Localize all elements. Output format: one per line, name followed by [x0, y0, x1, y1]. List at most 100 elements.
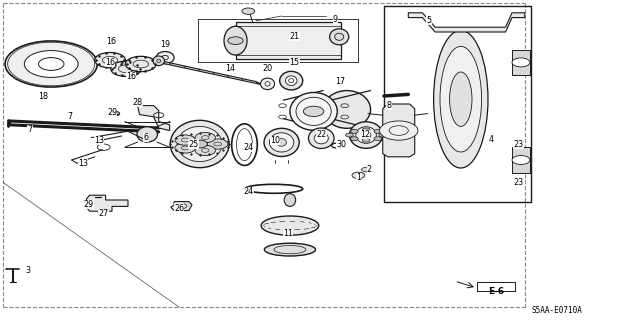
Circle shape	[192, 140, 207, 148]
Text: 10: 10	[270, 136, 280, 145]
Ellipse shape	[314, 132, 328, 144]
Ellipse shape	[308, 128, 334, 148]
Text: 11: 11	[283, 229, 293, 238]
Circle shape	[125, 56, 156, 72]
Text: 24: 24	[243, 143, 253, 152]
Text: 13: 13	[94, 136, 104, 145]
Text: 16: 16	[105, 58, 115, 67]
Polygon shape	[155, 60, 262, 85]
Text: 13: 13	[78, 159, 88, 168]
Text: 21: 21	[289, 32, 300, 41]
Text: 6: 6	[143, 133, 148, 142]
Polygon shape	[138, 106, 170, 131]
Text: 23: 23	[513, 140, 524, 148]
Text: 15: 15	[289, 58, 300, 67]
Ellipse shape	[323, 91, 371, 128]
Circle shape	[242, 8, 255, 14]
Text: 17: 17	[335, 77, 346, 86]
Text: 29: 29	[83, 200, 93, 209]
Ellipse shape	[449, 72, 472, 126]
Text: 3: 3	[25, 266, 30, 275]
Circle shape	[88, 201, 97, 205]
Text: 24: 24	[243, 188, 253, 196]
Ellipse shape	[290, 92, 337, 130]
Polygon shape	[408, 13, 525, 32]
Polygon shape	[171, 202, 192, 211]
Text: 8: 8	[387, 101, 392, 110]
Ellipse shape	[170, 120, 229, 168]
Text: 25: 25	[188, 140, 198, 148]
Text: 28: 28	[132, 98, 143, 107]
Polygon shape	[512, 50, 530, 75]
Circle shape	[111, 111, 120, 116]
Text: 29: 29	[107, 108, 117, 116]
Circle shape	[195, 145, 216, 156]
Text: S5AA-E0710A: S5AA-E0710A	[531, 306, 582, 315]
Ellipse shape	[361, 131, 371, 139]
Circle shape	[379, 133, 387, 137]
Polygon shape	[86, 195, 128, 211]
Circle shape	[351, 130, 358, 133]
Text: 9: 9	[333, 15, 338, 24]
Ellipse shape	[330, 29, 349, 45]
Ellipse shape	[153, 56, 164, 66]
Ellipse shape	[440, 46, 481, 152]
Ellipse shape	[156, 52, 174, 64]
Circle shape	[362, 167, 371, 172]
Circle shape	[374, 137, 381, 140]
Ellipse shape	[260, 78, 275, 90]
Polygon shape	[383, 104, 415, 157]
Text: 22: 22	[316, 130, 326, 139]
Ellipse shape	[224, 26, 247, 55]
Circle shape	[175, 135, 195, 145]
Circle shape	[228, 37, 243, 44]
Ellipse shape	[356, 127, 376, 143]
Ellipse shape	[285, 76, 297, 85]
Text: 7: 7	[68, 112, 73, 121]
Circle shape	[303, 106, 324, 116]
Circle shape	[5, 41, 97, 87]
Circle shape	[374, 130, 381, 133]
Text: 12: 12	[360, 130, 370, 139]
Text: 18: 18	[38, 92, 49, 100]
Circle shape	[352, 172, 365, 179]
Ellipse shape	[277, 139, 287, 146]
Circle shape	[362, 128, 370, 132]
Text: 23: 23	[513, 178, 524, 187]
Text: 26: 26	[174, 204, 184, 212]
Ellipse shape	[177, 126, 222, 162]
Ellipse shape	[137, 127, 157, 142]
Text: 16: 16	[106, 37, 116, 46]
Ellipse shape	[264, 243, 316, 256]
Text: 2: 2	[367, 165, 372, 174]
Ellipse shape	[280, 71, 303, 90]
Circle shape	[351, 137, 358, 140]
Text: 20: 20	[262, 64, 273, 73]
Polygon shape	[512, 147, 530, 173]
Text: 14: 14	[225, 64, 236, 73]
Text: 27: 27	[99, 209, 109, 218]
Circle shape	[95, 52, 125, 68]
Circle shape	[111, 61, 141, 76]
Bar	[236, 22, 341, 59]
Bar	[477, 282, 515, 291]
Text: 5: 5	[426, 16, 431, 25]
Text: 30: 30	[336, 140, 346, 148]
Ellipse shape	[434, 30, 488, 168]
Circle shape	[24, 51, 78, 77]
Ellipse shape	[349, 122, 383, 148]
Text: 7: 7	[28, 125, 33, 134]
Text: E-6: E-6	[488, 287, 504, 296]
Text: 16: 16	[126, 72, 136, 81]
Circle shape	[362, 138, 370, 142]
Circle shape	[346, 133, 353, 137]
Circle shape	[175, 143, 195, 153]
Text: 1: 1	[356, 173, 361, 182]
Circle shape	[207, 139, 228, 149]
Text: 19: 19	[160, 40, 170, 49]
Ellipse shape	[264, 128, 300, 156]
Circle shape	[512, 58, 530, 67]
Circle shape	[512, 156, 530, 164]
Ellipse shape	[269, 133, 294, 152]
Circle shape	[195, 132, 216, 143]
